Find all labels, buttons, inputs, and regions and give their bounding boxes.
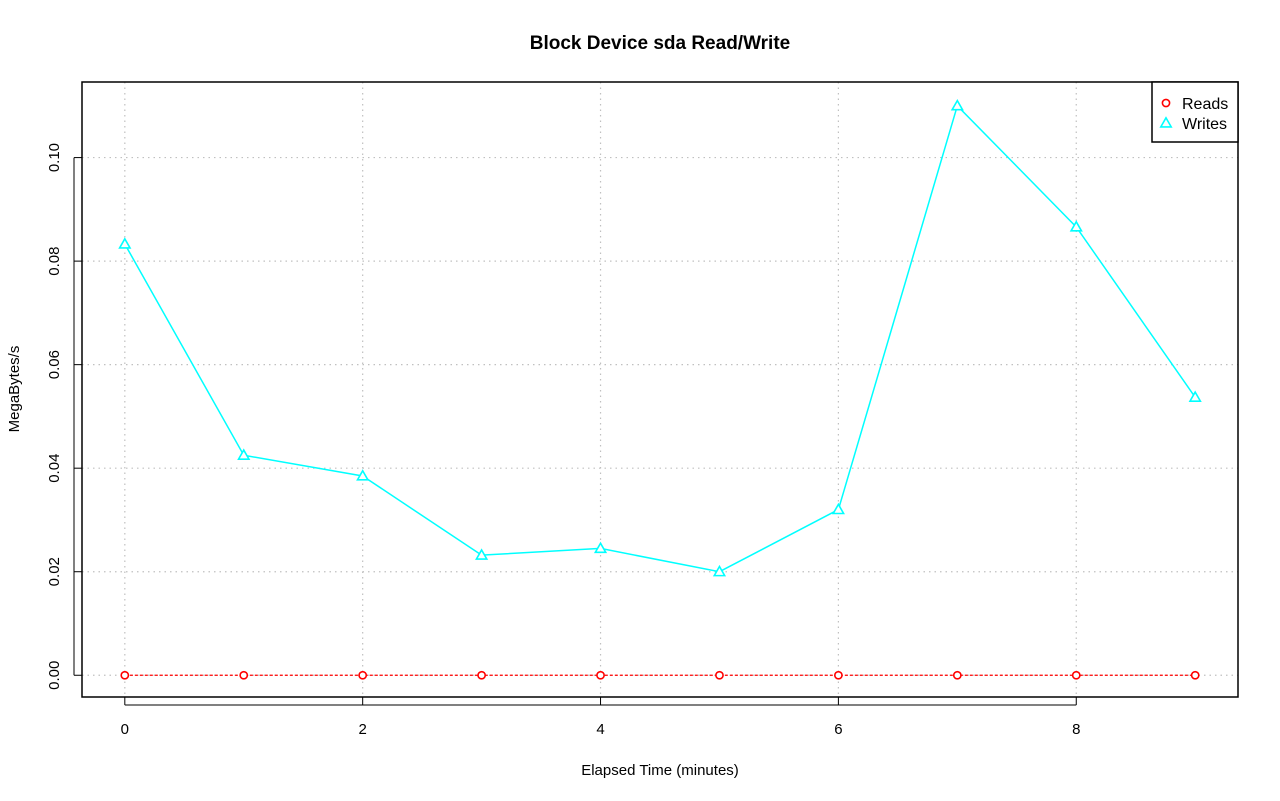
y-tick-label: 0.06 <box>46 350 63 379</box>
legend-box <box>1151 81 1239 143</box>
x-tick-label: 6 <box>834 721 842 738</box>
data-point-writes <box>118 237 132 249</box>
legend-marker-writes <box>1159 116 1173 128</box>
series-layer <box>118 99 1202 680</box>
y-axis-label: MegaBytes/s <box>6 346 23 433</box>
x-tick-label: 0 <box>121 721 129 738</box>
grid <box>82 82 1238 697</box>
legend-item-writes: Writes <box>1159 116 1227 133</box>
y-tick-label: 0.00 <box>46 661 63 690</box>
legend: Reads Writes <box>1151 81 1239 143</box>
data-point-writes <box>831 502 845 515</box>
data-point-reads <box>833 670 843 680</box>
y-tick-label: 0.02 <box>46 557 63 586</box>
x-tick-label: 8 <box>1072 721 1080 738</box>
data-point-writes <box>1069 220 1083 232</box>
x-tick-label: 2 <box>359 721 367 738</box>
chart-title: Block Device sda Read/Write <box>530 33 790 54</box>
data-point-reads <box>358 670 368 680</box>
data-point-reads <box>239 670 249 680</box>
data-point-reads <box>477 670 487 680</box>
series-writes <box>118 99 1202 577</box>
data-point-reads <box>1190 670 1200 680</box>
x-axis: 0 2 4 6 8 <box>121 697 1080 738</box>
legend-item-reads: Reads <box>1161 96 1228 113</box>
data-point-writes <box>593 541 608 554</box>
legend-label: Reads <box>1182 96 1228 113</box>
data-point-writes <box>356 469 370 481</box>
data-point-writes <box>237 448 251 460</box>
legend-label: Writes <box>1182 116 1227 133</box>
y-tick-label: 0.10 <box>46 143 63 172</box>
data-point-writes <box>1188 390 1202 402</box>
x-axis-label: Elapsed Time (minutes) <box>581 762 739 779</box>
data-point-reads <box>952 670 962 680</box>
y-tick-label: 0.04 <box>46 454 63 483</box>
data-point-reads <box>715 670 724 680</box>
plot-frame <box>81 81 1239 698</box>
data-point-writes <box>475 548 489 560</box>
series-reads <box>120 670 1200 680</box>
data-point-reads <box>596 670 605 680</box>
legend-marker-reads <box>1161 98 1171 108</box>
data-point-writes <box>950 99 964 111</box>
y-axis: 0.00 0.02 0.04 0.06 0.08 0.10 <box>46 143 82 690</box>
y-tick-label: 0.08 <box>46 247 63 276</box>
data-point-reads <box>1071 670 1081 680</box>
series-line-writes <box>124 104 1196 573</box>
x-tick-label: 4 <box>596 721 604 738</box>
data-point-writes <box>712 564 727 577</box>
data-point-reads <box>120 670 130 680</box>
